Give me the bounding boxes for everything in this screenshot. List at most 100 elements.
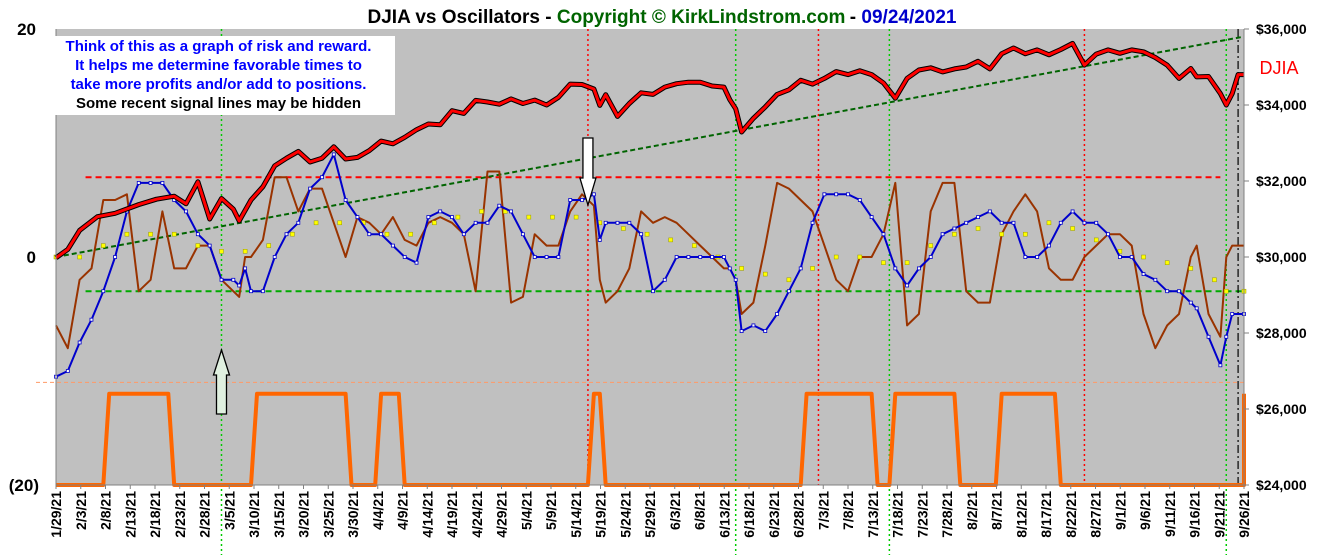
- oscillator-1-point: [113, 255, 118, 259]
- oscillator-1-point: [1106, 232, 1110, 237]
- title-separator: -: [850, 7, 862, 28]
- note-line-1: Think of this as a graph of risk and rew…: [65, 38, 372, 55]
- x-tick-label: 2/13/21: [122, 491, 138, 538]
- oscillator-1-point: [438, 209, 443, 214]
- oscillator-1-point: [343, 198, 348, 202]
- oscillator-1-point: [651, 289, 655, 294]
- oscillator-1-point: [674, 255, 679, 259]
- oscillator-3-point: [1141, 254, 1146, 260]
- oscillator-1-point: [521, 232, 525, 237]
- x-tick-label: 6/23/21: [766, 491, 782, 538]
- oscillator-1-point: [1047, 243, 1051, 248]
- oscillator-1-point: [331, 152, 336, 157]
- x-tick-label: 5/19/21: [593, 491, 609, 538]
- oscillator-1-point: [1230, 312, 1235, 316]
- x-tick-label: 8/22/21: [1063, 491, 1079, 538]
- oscillator-3-point: [644, 231, 650, 237]
- oscillator-1-point: [136, 180, 141, 185]
- oscillator-1-point: [905, 283, 910, 288]
- x-tick-label: 1/29/21: [48, 491, 64, 538]
- oscillator-3-point: [266, 243, 272, 248]
- reference-lines: [36, 29, 1245, 555]
- oscillator-3-point: [408, 231, 413, 237]
- oscillator-1-point: [603, 220, 608, 225]
- oscillator-1-point: [739, 329, 744, 334]
- oscillator-1-point: [1224, 334, 1229, 339]
- oscillator-3-point: [101, 243, 106, 248]
- oscillator-1-point: [296, 220, 301, 225]
- arrows: [212, 137, 597, 415]
- oscillator-1-point: [810, 220, 815, 225]
- oscillator-1-point: [1058, 220, 1063, 225]
- oscillator-3-point: [1212, 277, 1217, 283]
- oscillator-1-point: [568, 198, 573, 202]
- oscillator-1-point: [231, 277, 236, 282]
- oscillator-1-point: [1188, 300, 1193, 305]
- oscillator-1-point: [893, 266, 898, 271]
- x-tick-label: 2/18/21: [147, 491, 163, 538]
- x-tick-label: 3/10/21: [246, 491, 262, 538]
- axes: 20 0 (20) $24,000 $26,000 $28,000 $30,000 $32,0…: [9, 20, 1307, 538]
- oscillator-1-point: [940, 232, 945, 237]
- oscillator-1-point: [219, 277, 224, 282]
- oscillator-1-point: [727, 266, 732, 271]
- oscillator-1-point: [1177, 289, 1181, 294]
- x-tick-label: 6/13/21: [716, 491, 732, 538]
- oscillator-1-point: [485, 220, 490, 225]
- x-tick-label: 7/18/21: [890, 491, 906, 538]
- oscillator-3-point: [999, 231, 1004, 237]
- oscillator-3-point: [479, 209, 484, 214]
- oscillator-1-point: [101, 289, 106, 294]
- oscillator-3-point: [857, 254, 863, 260]
- oscillator-1-point: [964, 220, 969, 225]
- x-tick-label: 7/8/21: [840, 491, 856, 530]
- oscillator-1-point: [627, 220, 632, 225]
- title-prefix: DJIA vs Oscillators -: [368, 7, 557, 28]
- x-tick-label: 2/8/21: [98, 491, 114, 530]
- oscillator-1-point: [160, 180, 165, 185]
- oscillator-1-point: [710, 255, 714, 259]
- x-tick-label: 9/11/21: [1162, 491, 1178, 537]
- oscillator-3-point: [1070, 226, 1075, 231]
- right-tick-label: $30,000: [1256, 249, 1307, 265]
- oscillator-3-point: [124, 231, 130, 237]
- oscillator-1-point: [1153, 277, 1158, 282]
- oscillator-1-point: [721, 255, 726, 259]
- right-tick-label: $28,000: [1256, 325, 1307, 341]
- x-tick-label: 4/14/21: [419, 491, 435, 538]
- x-tick-label: 7/28/21: [939, 491, 955, 538]
- oscillator-1-point: [1094, 220, 1099, 225]
- note-line-3: take more profits and/or add to position…: [70, 76, 367, 93]
- x-tick-label: 9/16/21: [1187, 491, 1203, 538]
- oscillator-3-point: [242, 249, 248, 254]
- oscillator-1-point: [461, 232, 466, 237]
- oscillator-1-point: [928, 255, 933, 259]
- x-tick-label: 9/1/21: [1112, 491, 1128, 530]
- x-tick-label: 5/14/21: [568, 491, 584, 538]
- oscillator-1-point: [1165, 289, 1170, 294]
- oscillator-1-point: [597, 237, 602, 242]
- x-tick-label: 5/24/21: [617, 491, 633, 538]
- oscillator-1-point: [1023, 255, 1028, 259]
- oscillator-3-point: [1224, 288, 1229, 294]
- x-tick-label: 5/29/21: [642, 491, 658, 538]
- x-tick-label: 7/3/21: [815, 491, 831, 530]
- x-tick-label: 2/3/21: [73, 491, 89, 530]
- oscillator-3-point: [313, 220, 319, 226]
- x-tick-label: 6/18/21: [741, 491, 757, 538]
- oscillator-3-point: [881, 260, 886, 265]
- oscillator-3-point: [171, 231, 177, 237]
- oscillator-1-point: [272, 255, 277, 259]
- x-tick-label: 3/20/21: [296, 491, 312, 538]
- oscillator-1-point: [580, 198, 584, 202]
- right-tick-label: $36,000: [1256, 21, 1307, 37]
- right-tick-label: $26,000: [1256, 401, 1307, 417]
- oscillator-1-point: [999, 220, 1004, 225]
- oscillator-1-point: [379, 232, 383, 237]
- x-tick-label: 8/7/21: [989, 491, 1005, 530]
- oscillator-3-point: [219, 249, 224, 254]
- oscillator-3-point: [290, 231, 295, 237]
- oscillator-1-point: [1206, 334, 1211, 339]
- oscillator-3-point: [526, 214, 532, 220]
